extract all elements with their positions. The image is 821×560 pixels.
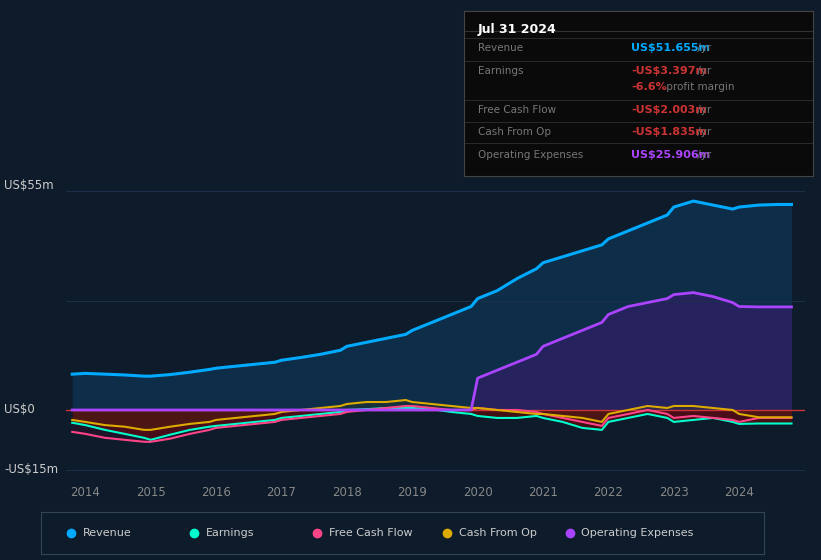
Text: -6.6%: -6.6%: [631, 82, 667, 92]
Text: /yr: /yr: [695, 105, 712, 115]
Text: Cash From Op: Cash From Op: [478, 127, 551, 137]
Text: Free Cash Flow: Free Cash Flow: [328, 529, 412, 538]
Text: -US$15m: -US$15m: [4, 463, 58, 476]
Text: profit margin: profit margin: [663, 82, 734, 92]
Text: /yr: /yr: [695, 150, 712, 160]
Text: US$25.906m: US$25.906m: [631, 150, 711, 160]
Text: /yr: /yr: [695, 127, 712, 137]
Text: Jul 31 2024: Jul 31 2024: [478, 23, 557, 36]
Text: US$55m: US$55m: [4, 179, 53, 192]
Text: Earnings: Earnings: [206, 529, 255, 538]
Text: US$0: US$0: [4, 403, 34, 417]
Text: Earnings: Earnings: [478, 66, 523, 76]
Text: -US$3.397m: -US$3.397m: [631, 66, 708, 76]
Text: -US$2.003m: -US$2.003m: [631, 105, 707, 115]
Text: Operating Expenses: Operating Expenses: [478, 150, 583, 160]
Text: Free Cash Flow: Free Cash Flow: [478, 105, 556, 115]
Text: US$51.655m: US$51.655m: [631, 43, 710, 53]
Text: Revenue: Revenue: [83, 529, 131, 538]
Text: Cash From Op: Cash From Op: [459, 529, 536, 538]
Text: Revenue: Revenue: [478, 43, 523, 53]
Text: -US$1.835m: -US$1.835m: [631, 127, 707, 137]
Text: /yr: /yr: [695, 43, 712, 53]
Text: /yr: /yr: [695, 66, 712, 76]
Text: Operating Expenses: Operating Expenses: [581, 529, 694, 538]
